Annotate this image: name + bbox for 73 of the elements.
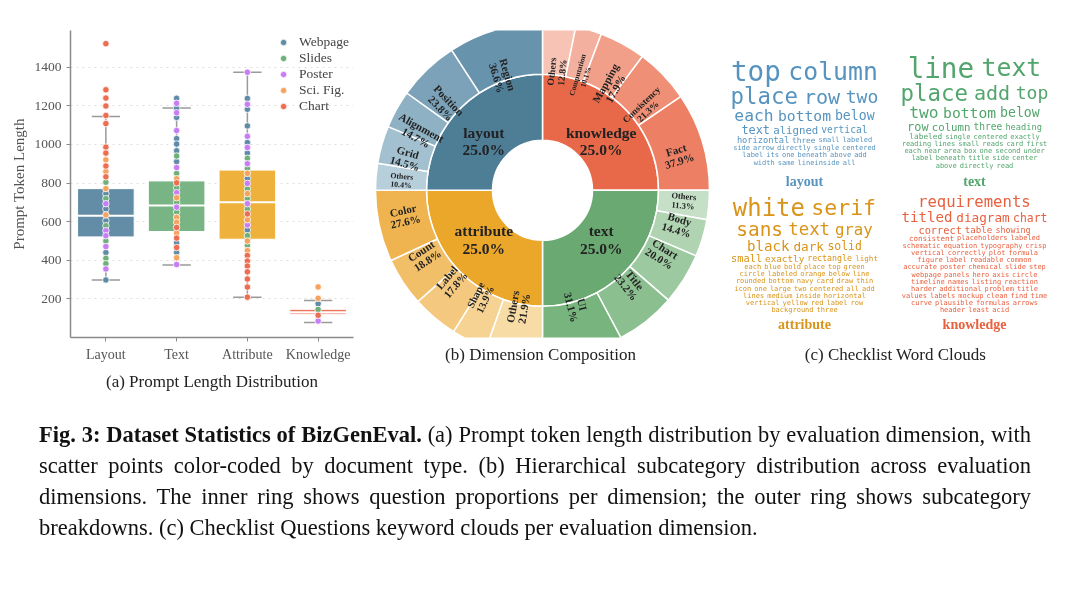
data-label: Others 21.9% bbox=[503, 288, 533, 325]
y-tick-label: 200 bbox=[41, 290, 62, 306]
data-label: layout 25.0% bbox=[462, 123, 506, 159]
text: column bbox=[931, 120, 971, 134]
data-label: Region 36.6% bbox=[486, 57, 519, 94]
data-label: text 25.0% bbox=[579, 222, 623, 258]
data-label: Color 27.6% bbox=[388, 201, 422, 231]
text: bottom bbox=[777, 107, 832, 125]
text: vertical bbox=[821, 124, 868, 136]
y-tick-label: 1000 bbox=[34, 136, 62, 152]
y-tick-label: 1200 bbox=[34, 97, 62, 113]
text: (b) Dimension Composition bbox=[445, 344, 637, 364]
text: below bbox=[1000, 104, 1040, 120]
data-label: attribute 25.0% bbox=[454, 222, 514, 258]
text: small bbox=[731, 252, 763, 265]
text: chart bbox=[1013, 210, 1048, 225]
text: aligned bbox=[773, 123, 819, 137]
legend-label: Poster bbox=[299, 66, 333, 82]
text: text bbox=[788, 219, 831, 240]
text: dark bbox=[793, 238, 825, 254]
legend-label: Webpage bbox=[299, 34, 349, 50]
x-tick-label: Attribute bbox=[222, 346, 273, 362]
text: showing bbox=[995, 224, 1031, 235]
y-axis-title: Prompt Token Length bbox=[10, 118, 27, 250]
text: text bbox=[981, 53, 1042, 83]
text: requirements bbox=[918, 193, 1031, 212]
y-tick-label: 800 bbox=[41, 175, 62, 191]
data-label: UI 31.1% bbox=[561, 291, 590, 324]
text: exactly bbox=[765, 252, 805, 264]
text: row bbox=[803, 84, 842, 109]
legend-label: Chart bbox=[299, 98, 330, 114]
data-label: Others 12.8% bbox=[544, 56, 569, 87]
text: white bbox=[732, 193, 805, 222]
legend-label: Slides bbox=[299, 50, 333, 66]
text: below bbox=[834, 107, 875, 123]
text: Fig. 3: Dataset Statistics of BizGenEval. bbox=[39, 422, 422, 447]
text: text bbox=[741, 123, 771, 138]
text: (c) Checklist Word Clouds bbox=[804, 344, 986, 364]
data-label: Fact 37.9% bbox=[663, 141, 696, 172]
text: solid bbox=[827, 239, 862, 254]
data-label: Grid 14.5% bbox=[388, 143, 421, 174]
text: correct bbox=[918, 223, 962, 236]
text: text bbox=[963, 174, 987, 190]
text: top bbox=[1015, 82, 1049, 104]
y-tick-label: 600 bbox=[41, 213, 62, 229]
legend-label: Sci. Fig. bbox=[299, 82, 345, 98]
text: diagram bbox=[956, 209, 1011, 225]
text: heading bbox=[1005, 121, 1042, 132]
text: add bbox=[973, 81, 1011, 106]
text: two bbox=[845, 85, 879, 107]
text: titled bbox=[901, 209, 953, 226]
data-label: Body 14.4% bbox=[660, 209, 694, 240]
y-tick-label: 400 bbox=[41, 252, 62, 268]
text: horizontal bbox=[736, 135, 790, 146]
text: serif bbox=[811, 194, 877, 220]
text: layout bbox=[785, 174, 824, 190]
text: rectangle bbox=[807, 253, 853, 264]
x-tick-label: Text bbox=[164, 346, 190, 362]
text: knowledge bbox=[942, 317, 1007, 333]
y-tick-label: 1400 bbox=[34, 59, 62, 75]
x-tick-label: Layout bbox=[86, 346, 126, 362]
text: three bbox=[973, 121, 1003, 133]
x-tick-label: Knowledge bbox=[285, 346, 351, 362]
text: gray bbox=[834, 219, 873, 239]
text: bottom bbox=[943, 104, 997, 122]
text: table bbox=[964, 224, 993, 236]
text: attribute bbox=[778, 317, 831, 333]
text: (a) Prompt Length Distribution bbox=[106, 371, 319, 391]
data-label: Others 11.3% bbox=[670, 190, 698, 212]
text: black bbox=[747, 237, 791, 254]
text: column bbox=[788, 56, 878, 86]
text: each bbox=[734, 106, 774, 126]
data-label: knowledge 25.0% bbox=[565, 123, 637, 159]
